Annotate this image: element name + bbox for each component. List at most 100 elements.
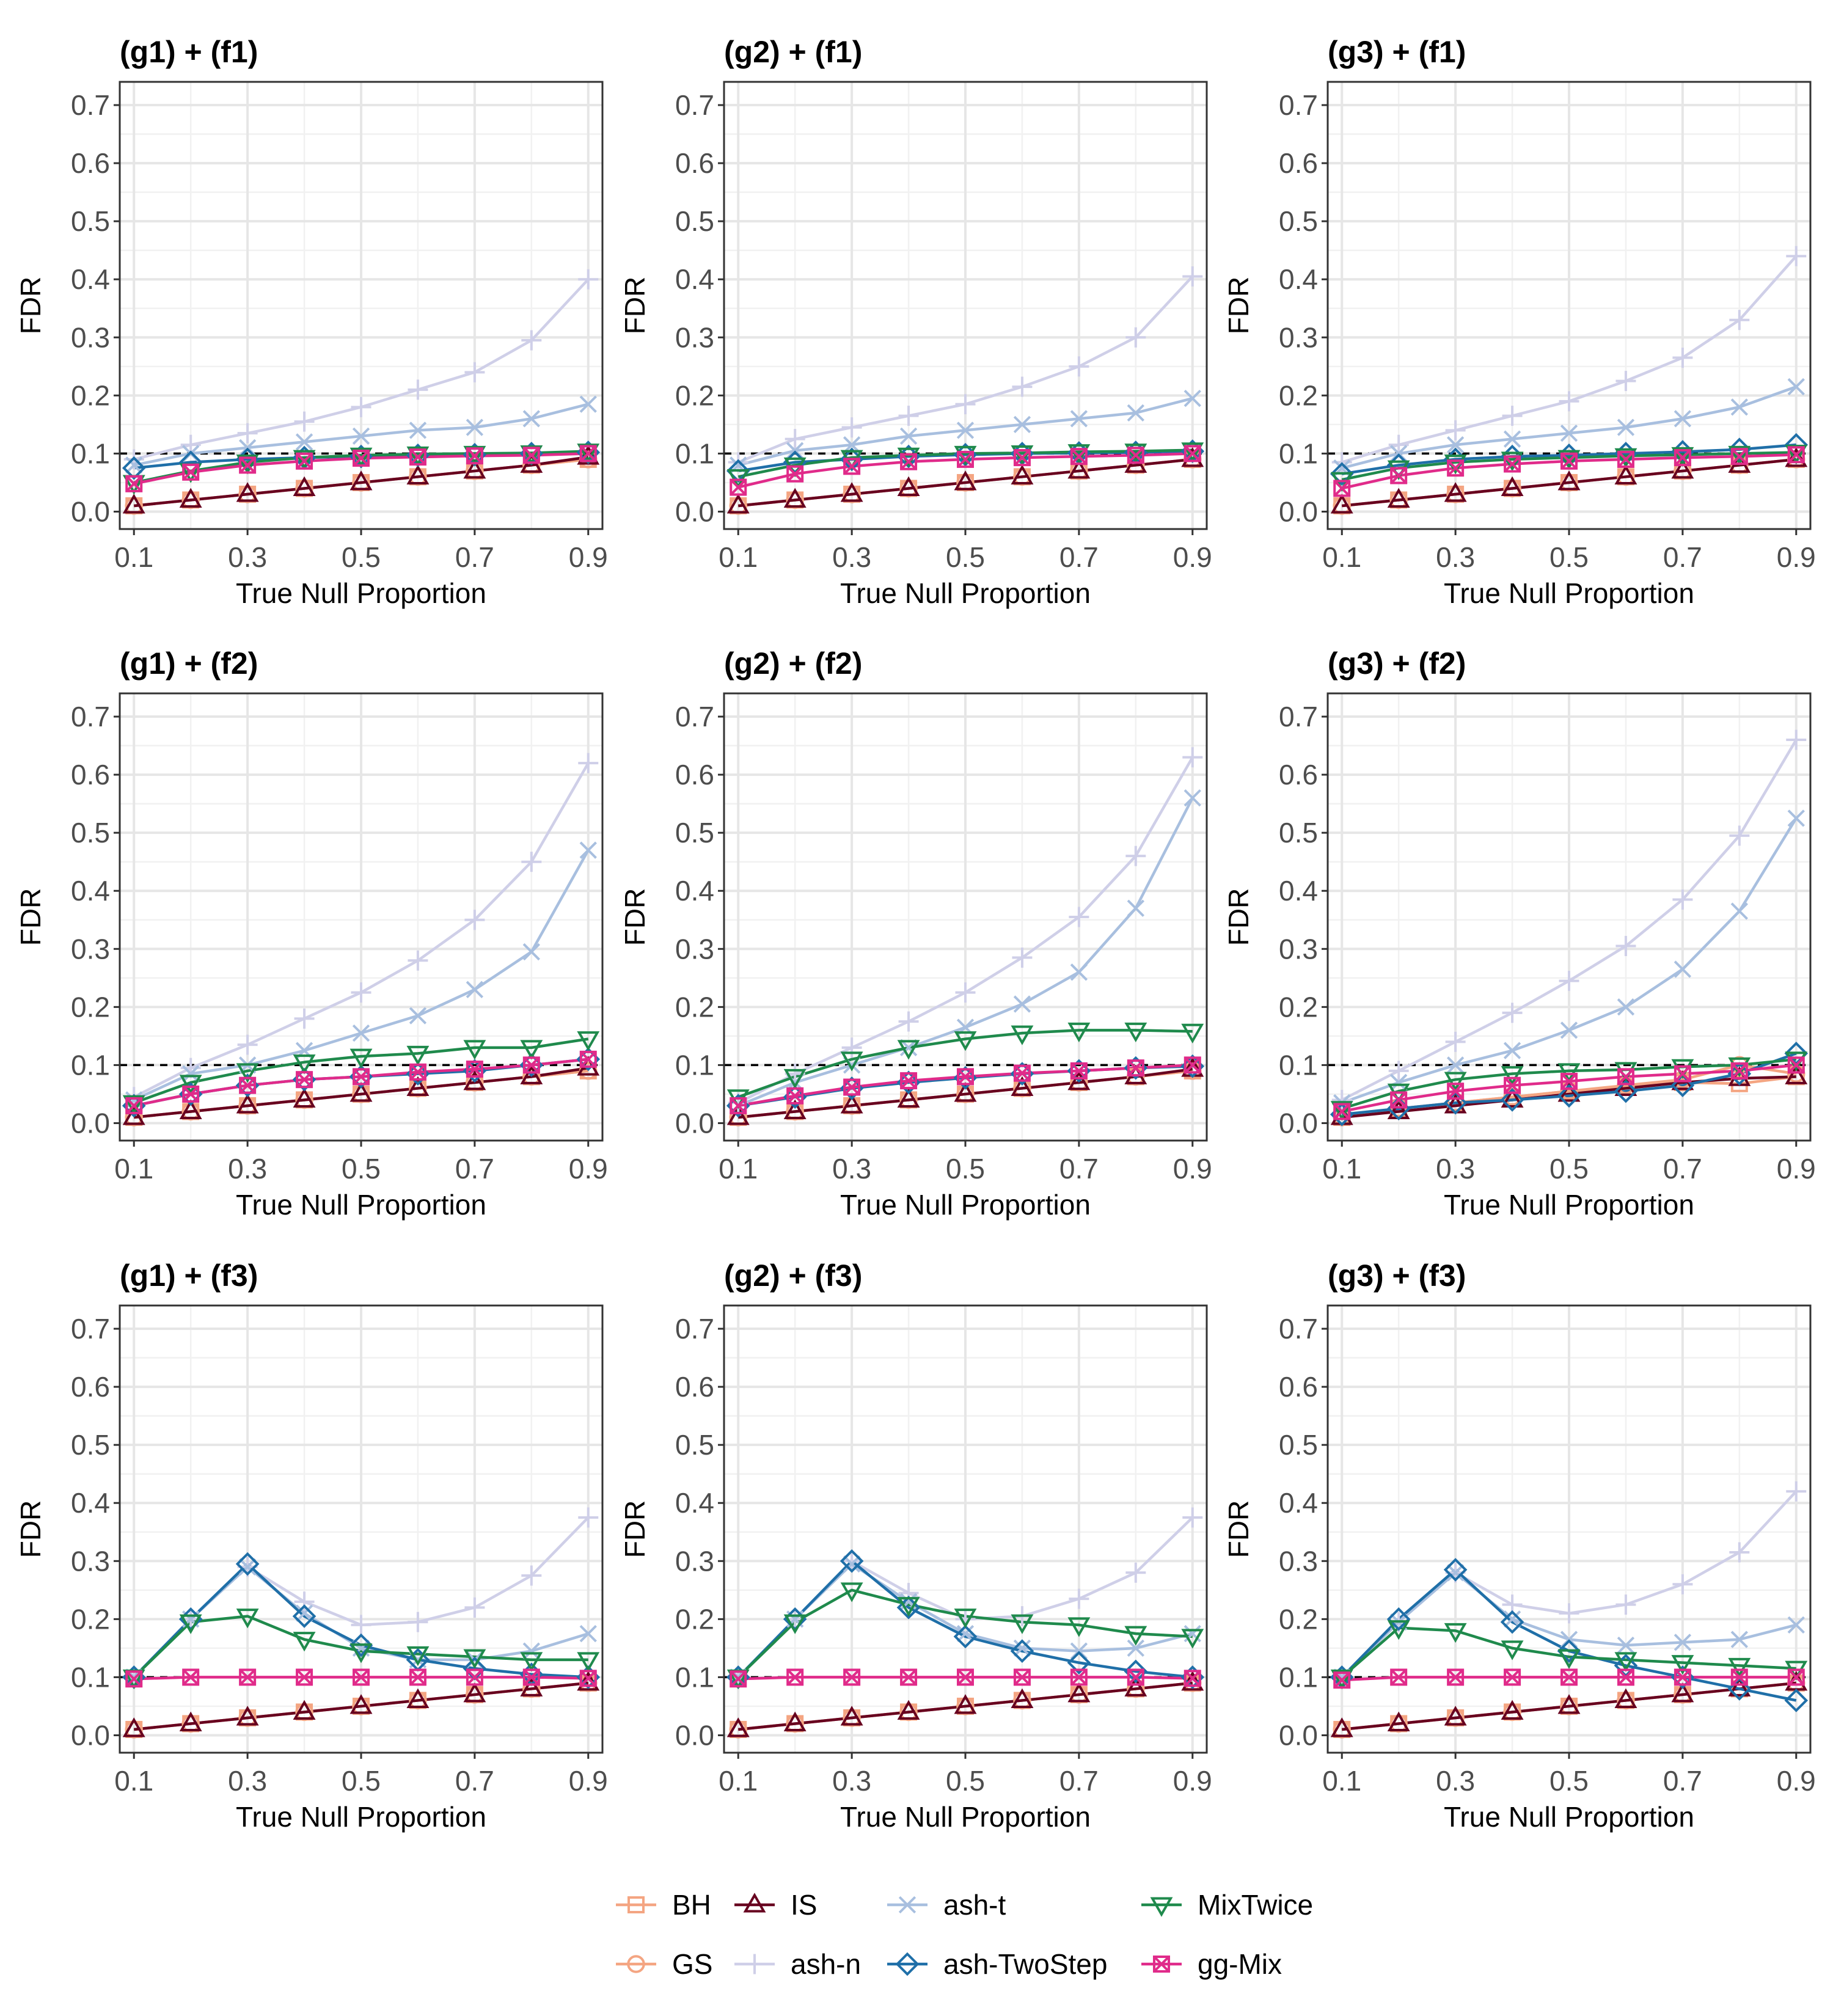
point-ash-n [1615, 1594, 1636, 1615]
y-tick-label: 0.0 [1279, 495, 1318, 527]
series-line-mixtwice [133, 1037, 589, 1105]
point-is [1557, 470, 1581, 491]
y-tick-label: 0.7 [1279, 89, 1318, 121]
point-ash-t [956, 1624, 975, 1643]
point-ash-t [1127, 404, 1144, 422]
point-gg-mix [957, 1068, 974, 1086]
x-tick-label: 0.1 [114, 541, 153, 573]
point-ash-n [1559, 1603, 1579, 1624]
point-ash-n [294, 1008, 315, 1029]
x-tick-label: 0.5 [946, 1153, 985, 1185]
y-tick-label: 0.2 [71, 379, 110, 411]
point-mixtwice [463, 1649, 486, 1669]
point-mixtwice [1181, 1629, 1204, 1649]
y-tick-label: 0.5 [71, 817, 110, 849]
series-line-is [134, 1681, 588, 1731]
point-gg-mix [182, 1085, 200, 1103]
point-is [293, 476, 316, 496]
point-is [1501, 476, 1524, 496]
series-line-mixtwice [1341, 1057, 1796, 1110]
point-ash-n [1182, 266, 1203, 287]
point-is [406, 1076, 430, 1096]
y-tick-label: 0.2 [1279, 1603, 1318, 1635]
point-gg-mix [353, 450, 370, 467]
point-is [840, 482, 863, 502]
point-mixtwice [1181, 442, 1204, 462]
y-tick-label: 0.6 [71, 759, 110, 791]
series-line-mixtwice [1341, 451, 1796, 481]
y-tick-label: 0.2 [675, 1603, 714, 1635]
point-is [1330, 1717, 1353, 1737]
point-ash-t [1730, 902, 1748, 920]
x-tick-label: 0.3 [228, 1765, 267, 1797]
point-ash-t [1013, 1639, 1031, 1657]
point-gg-mix [1504, 1076, 1521, 1094]
point-is [897, 1700, 920, 1720]
point-gg-mix [1617, 1068, 1634, 1086]
point-gg-mix [1447, 1668, 1465, 1686]
point-is [840, 1706, 863, 1726]
y-axis-title: FDR [15, 1500, 46, 1558]
point-ash-n [351, 396, 371, 417]
point-ash-n [1729, 1542, 1750, 1563]
point-gg-mix [466, 447, 483, 465]
point-ash-n [1786, 1481, 1807, 1502]
series-markers [1330, 729, 1809, 1127]
x-axis-title: True Null Proportion [236, 577, 486, 609]
point-ash-n [1559, 391, 1579, 412]
point-gg-mix [239, 456, 257, 474]
point-ash-n [351, 982, 371, 1003]
y-axis-title: FDR [1223, 1500, 1254, 1558]
point-mixtwice [1011, 1025, 1034, 1045]
point-gg-mix [1674, 1065, 1691, 1083]
point-mixtwice [1444, 1072, 1467, 1092]
point-gg-mix [1787, 1668, 1805, 1686]
point-ash-n [955, 394, 976, 415]
panel-title: (g3) + (f1) [1328, 35, 1466, 69]
point-ash-n [841, 1037, 862, 1058]
y-tick-label: 0.7 [71, 89, 110, 121]
point-ash-n [1672, 889, 1693, 910]
x-tick-label: 0.5 [1549, 1765, 1589, 1797]
series-line-is [1342, 458, 1796, 508]
x-tick-label: 0.9 [1173, 1153, 1212, 1185]
point-gg-mix [409, 1063, 426, 1081]
point-gg-mix [353, 1668, 370, 1686]
y-tick-label: 0.7 [71, 1313, 110, 1345]
series-line-is [738, 1681, 1193, 1731]
legend: BH IS ash-t MixTwice GS ash-n ash-TwoStep gg-Mi… [616, 1889, 1313, 1980]
y-tick-label: 0.0 [71, 1107, 110, 1139]
x-tick-label: 0.9 [569, 541, 608, 573]
point-gg-mix [1333, 480, 1351, 497]
point-gg-mix [466, 1668, 483, 1686]
point-gg-mix [579, 1050, 597, 1068]
point-gg-mix [730, 478, 747, 496]
point-ash-twostep [349, 1633, 373, 1657]
legend-item-bh: BH [616, 1889, 711, 1921]
point-ash-n [1125, 1562, 1146, 1583]
point-ash-n [1182, 747, 1203, 768]
x-axis-title: True Null Proportion [840, 1189, 1091, 1221]
point-ash-n [841, 1550, 862, 1571]
point-mixtwice [1011, 1614, 1034, 1634]
point-is [406, 1688, 430, 1708]
legend-item-gs: GS [616, 1948, 712, 1980]
series-line-mixtwice [737, 448, 1193, 478]
point-ash-t [1013, 995, 1031, 1013]
point-gg-mix [1390, 1091, 1408, 1109]
point-is [1728, 1676, 1751, 1696]
panel-g2-f2: 0.00.10.20.30.40.50.60.70.1 0.3 0.5 0.7 0.9T… [619, 646, 1212, 1221]
x-tick-label: 0.1 [719, 1765, 758, 1797]
x-tick-label: 0.5 [946, 1765, 985, 1797]
point-is [1785, 1064, 1808, 1084]
point-gg-mix [1013, 449, 1031, 467]
legend-key-marker [1150, 1897, 1173, 1917]
x-tick-label: 0.1 [1322, 541, 1361, 573]
series-line-is [134, 455, 589, 508]
point-gg-mix [957, 450, 974, 468]
point-gg-mix [1447, 1083, 1465, 1100]
point-gg-mix [900, 453, 918, 470]
point-gg-mix [1333, 1103, 1351, 1120]
point-mixtwice [1501, 1066, 1524, 1086]
x-axis-title: True Null Proportion [840, 577, 1091, 609]
